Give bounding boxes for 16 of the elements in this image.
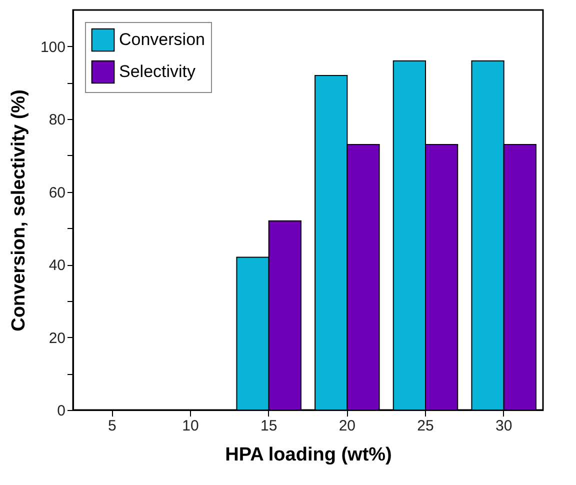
y-tick-label: 80 xyxy=(48,112,66,129)
y-tick-label: 60 xyxy=(48,184,66,202)
y-axis-title: Conversion, selectivity (%) xyxy=(8,90,30,332)
x-tick-label: 10 xyxy=(182,418,199,434)
x-tick-label: 30 xyxy=(495,418,512,434)
y-tick-label: 20 xyxy=(48,330,66,347)
x-tick-label: 15 xyxy=(260,418,278,434)
x-tick-label: 25 xyxy=(417,418,434,434)
x-tick-label: 5 xyxy=(108,418,116,434)
x-axis-title: HPA loading (wt%) xyxy=(225,444,392,466)
legend-label: Selectivity xyxy=(119,62,196,81)
legend-label: Conversion xyxy=(119,30,205,49)
y-tick-label: 100 xyxy=(40,38,66,56)
x-tick-label: 20 xyxy=(338,418,356,434)
y-tick-label: 0 xyxy=(57,402,66,420)
y-tick-label: 40 xyxy=(48,257,66,274)
